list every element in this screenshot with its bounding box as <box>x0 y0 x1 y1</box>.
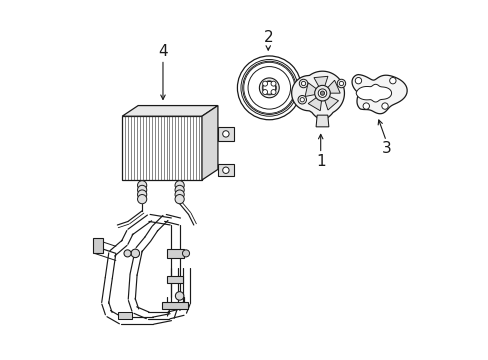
Circle shape <box>262 81 267 86</box>
Circle shape <box>354 77 361 84</box>
Circle shape <box>297 95 306 104</box>
Circle shape <box>222 167 228 174</box>
Circle shape <box>381 103 387 109</box>
Polygon shape <box>166 249 183 258</box>
Polygon shape <box>118 312 132 319</box>
Circle shape <box>137 185 146 194</box>
Polygon shape <box>326 80 340 93</box>
Polygon shape <box>324 96 338 110</box>
Circle shape <box>182 250 189 257</box>
Circle shape <box>175 185 184 194</box>
Polygon shape <box>122 116 202 180</box>
Polygon shape <box>162 302 188 309</box>
Circle shape <box>314 85 329 101</box>
Circle shape <box>262 90 267 95</box>
Polygon shape <box>355 84 391 102</box>
Circle shape <box>339 81 343 86</box>
Circle shape <box>124 250 131 257</box>
Polygon shape <box>167 276 183 283</box>
Circle shape <box>137 194 146 204</box>
Polygon shape <box>313 76 327 87</box>
Text: 2: 2 <box>263 30 272 45</box>
Circle shape <box>175 292 183 300</box>
Circle shape <box>137 190 146 199</box>
Circle shape <box>389 77 395 84</box>
Polygon shape <box>315 115 328 127</box>
Polygon shape <box>291 71 344 121</box>
Circle shape <box>137 181 146 190</box>
Circle shape <box>222 131 228 137</box>
Polygon shape <box>218 127 233 141</box>
Circle shape <box>259 78 279 98</box>
Polygon shape <box>305 83 317 96</box>
Polygon shape <box>307 97 321 111</box>
Polygon shape <box>122 105 218 116</box>
Circle shape <box>175 194 184 204</box>
Circle shape <box>320 91 324 95</box>
Text: 4: 4 <box>158 44 167 59</box>
Circle shape <box>175 181 184 190</box>
Circle shape <box>299 79 307 88</box>
Circle shape <box>270 81 275 86</box>
Polygon shape <box>218 164 233 176</box>
Circle shape <box>270 90 275 95</box>
Circle shape <box>337 79 345 88</box>
Circle shape <box>362 103 369 109</box>
Circle shape <box>263 81 275 94</box>
Text: 3: 3 <box>381 141 390 156</box>
Text: 1: 1 <box>315 154 325 169</box>
Polygon shape <box>202 105 218 180</box>
Circle shape <box>318 89 326 98</box>
Circle shape <box>301 81 305 86</box>
Circle shape <box>175 190 184 199</box>
Circle shape <box>300 98 304 102</box>
Polygon shape <box>93 238 103 253</box>
Polygon shape <box>351 75 407 114</box>
Circle shape <box>131 249 139 258</box>
